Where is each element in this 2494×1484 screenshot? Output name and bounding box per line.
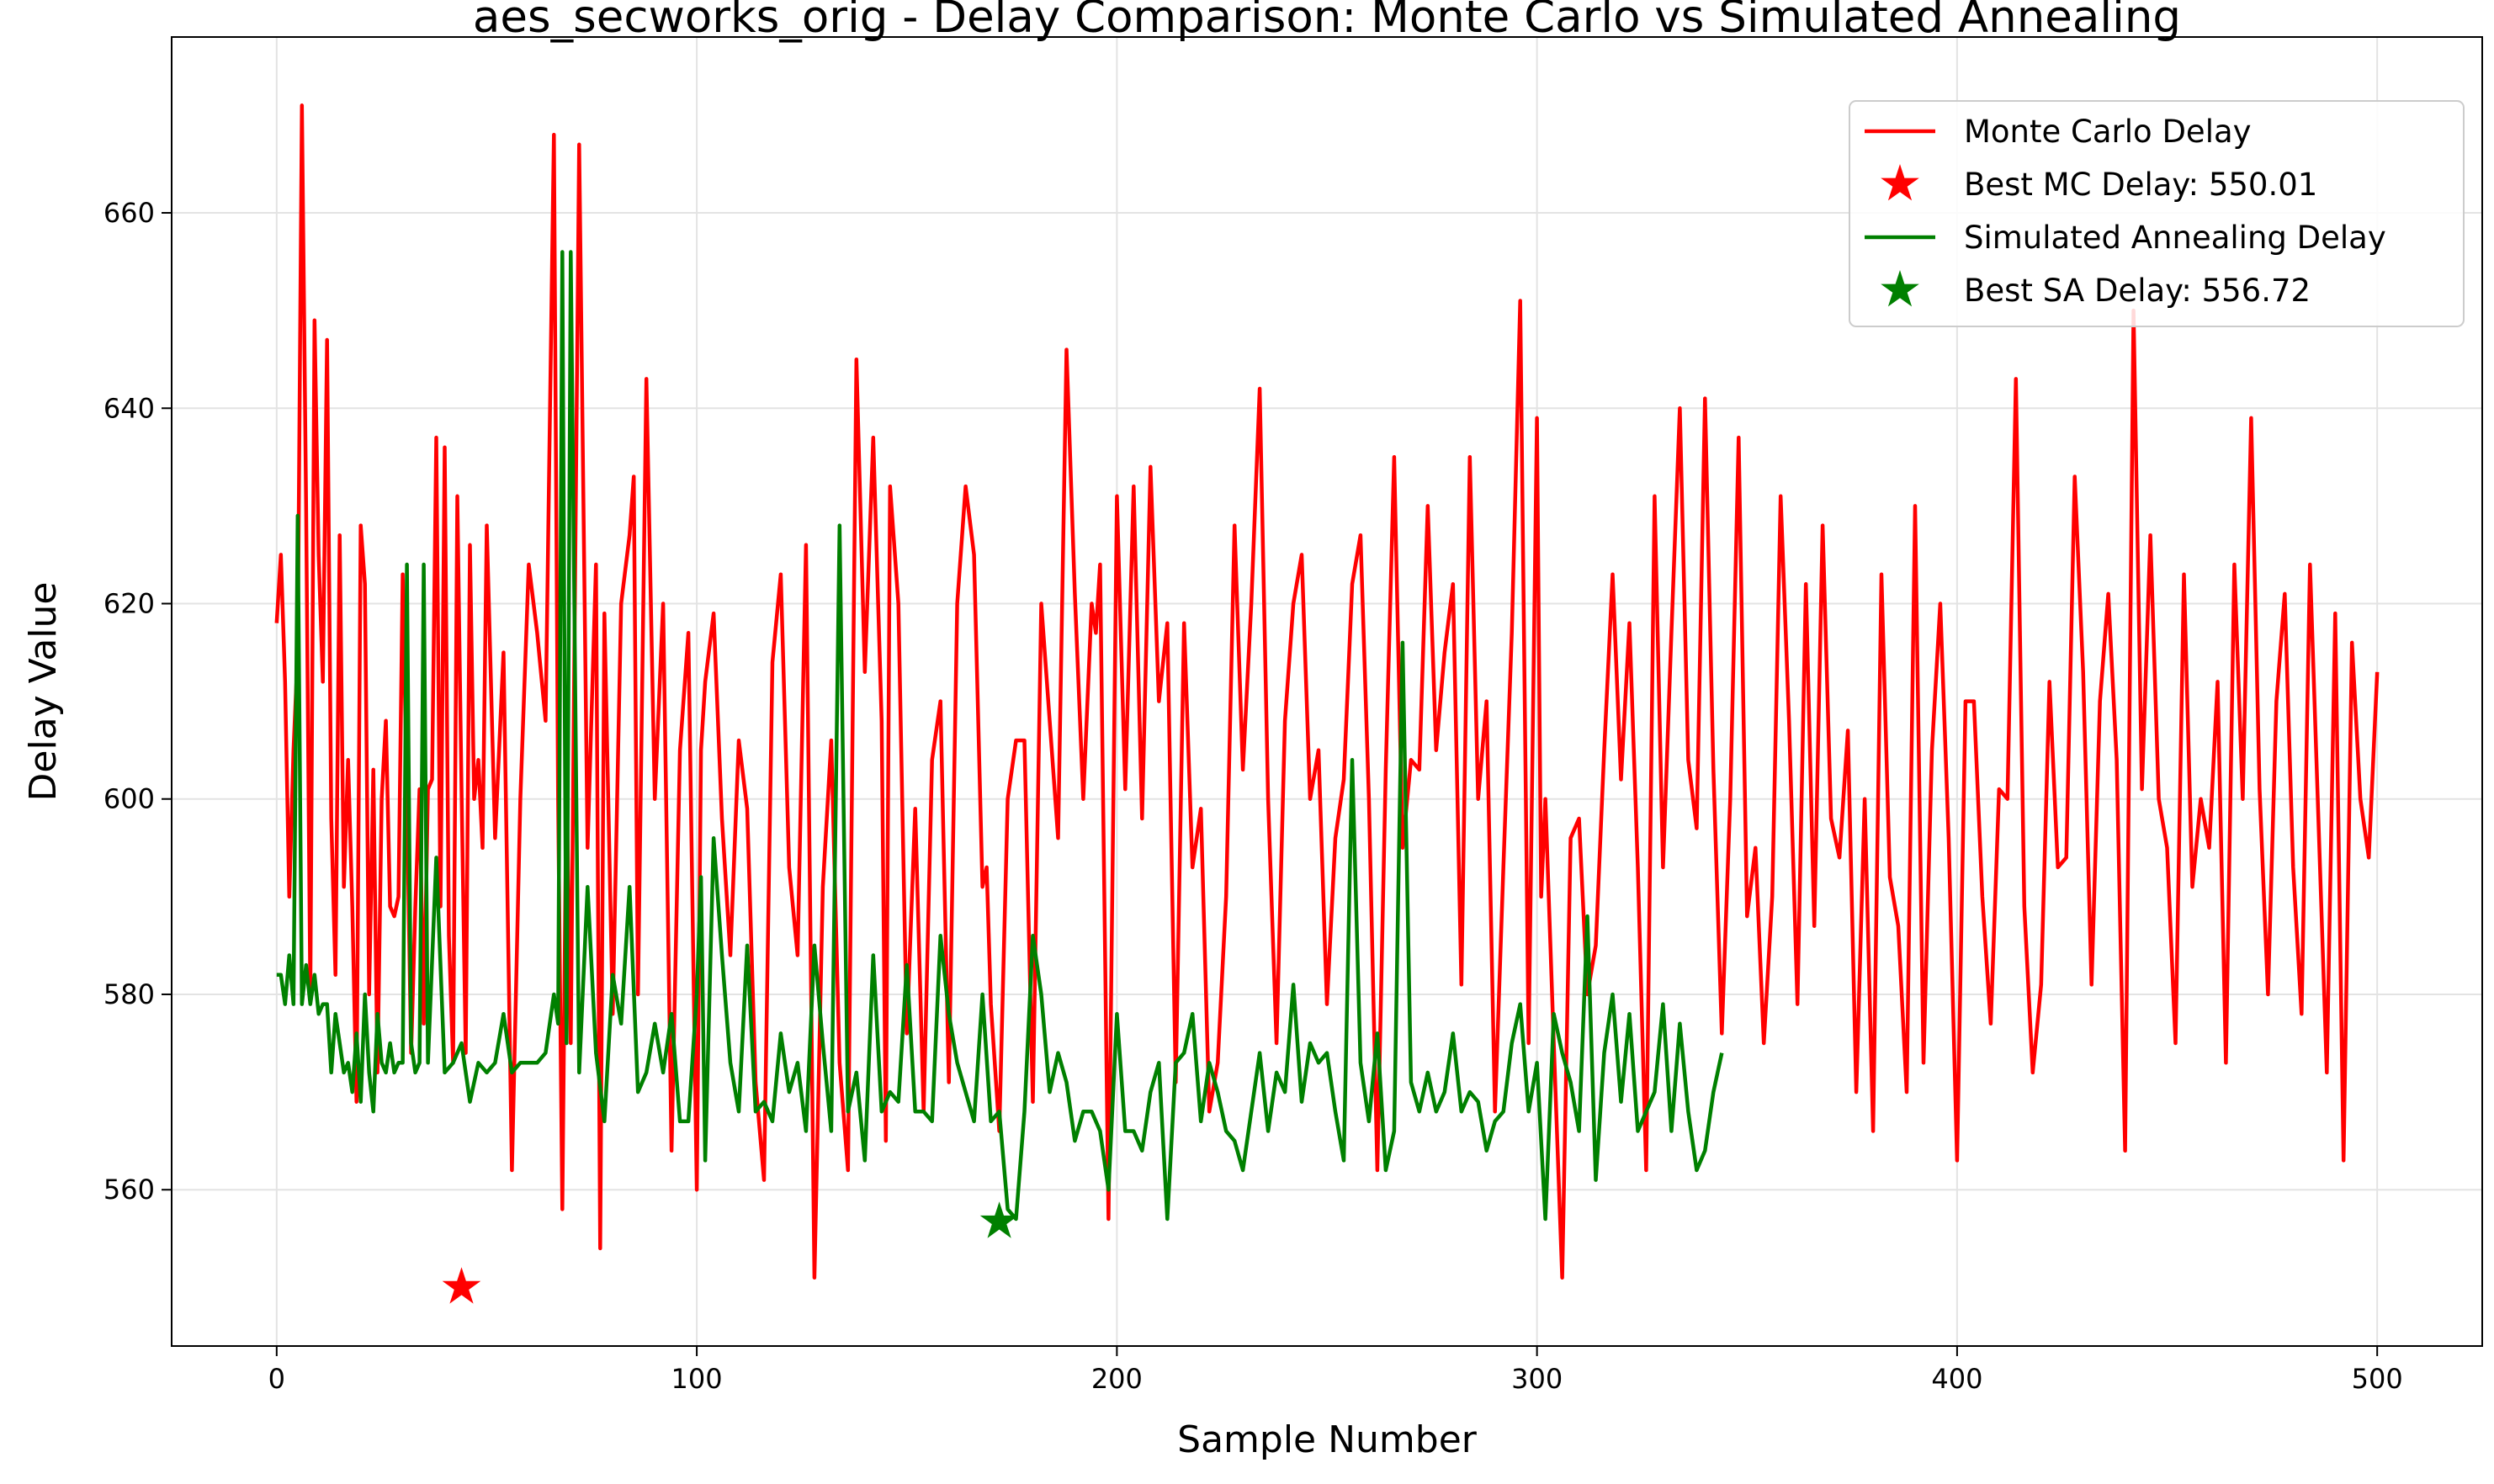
best-markers [442,1201,1019,1304]
y-tick-label: 580 [103,978,155,1010]
legend-label-best-mc: Best MC Delay: 550.01 [1964,167,2317,203]
x-tick-label: 0 [268,1363,285,1395]
legend-label-sa-line: Simulated Annealing Delay [1964,220,2386,256]
legend-swatch-best-sa [1881,270,1919,307]
series-lines [274,103,2380,1280]
plot-frame [171,36,2483,1347]
x-tick-label: 500 [2352,1363,2403,1395]
x-tick-label: 100 [671,1363,723,1395]
monte-carlo-delay-line [274,103,2380,1280]
y-tick-label: 600 [103,783,155,815]
y-tick-label: 640 [103,392,155,424]
best-sa-delay-marker [979,1201,1019,1238]
legend-box [1849,100,2465,327]
legend: Monte Carlo Delay Best MC Delay: 550.01 … [1849,100,2465,327]
x-tick-label: 300 [1511,1363,1563,1395]
legend-label-mc-line: Monte Carlo Delay [1964,114,2252,150]
legend-label-best-sa: Best SA Delay: 556.72 [1964,273,2311,309]
simulated-annealing-delay-line [276,250,1724,1222]
y-tick-label: 660 [103,197,155,229]
x-axis-label: Sample Number [1177,1418,1478,1461]
x-tick-label: 400 [1931,1363,1982,1395]
y-tick-label: 620 [103,587,155,619]
chart-title: aes_secworks_orig - Delay Comparison: Mo… [473,0,2181,43]
best-mc-delay-marker [442,1267,481,1304]
legend-swatch-best-mc [1881,164,1919,201]
y-tick-label: 560 [103,1174,155,1206]
y-axis-label: Delay Value [22,582,65,802]
x-tick-label: 200 [1091,1363,1143,1395]
axis-ticks: 0 100 200 300 400 500 560 580 600 620 640 660 [103,197,2403,1395]
